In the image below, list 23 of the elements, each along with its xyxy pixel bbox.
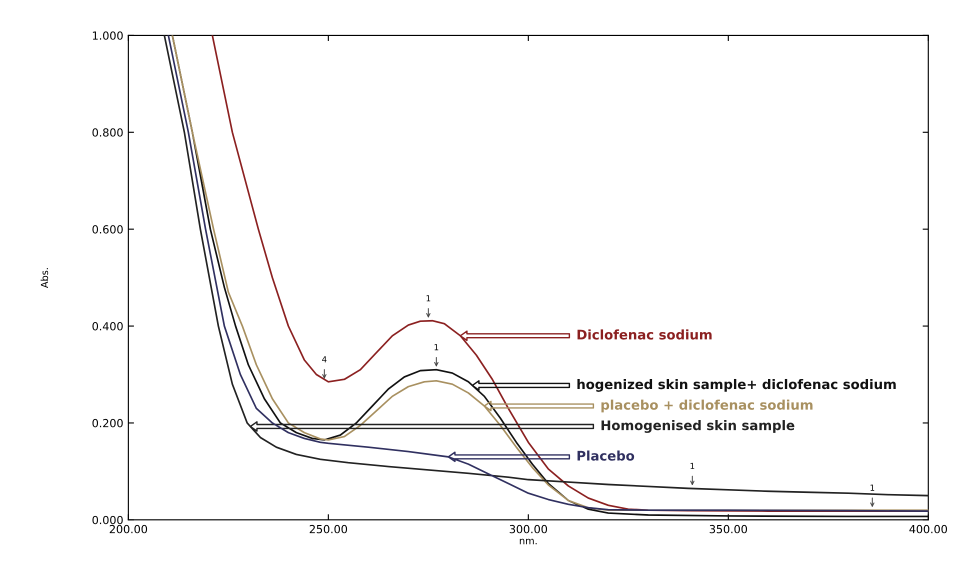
x-axis-title: nm.: [520, 538, 537, 544]
x-tick-label: 350.00: [710, 524, 748, 534]
y-tick-label: 0.000: [92, 516, 123, 524]
annotation: 1: [870, 484, 874, 491]
x-tick-label: 250.00: [310, 524, 348, 534]
y-tick-label: 0.400: [92, 322, 123, 330]
annotation: 1: [426, 295, 430, 302]
annotation: 1: [434, 344, 438, 350]
text: placebo + diclofenac sodium: [601, 400, 812, 412]
text: Diclofenac sodium: [578, 329, 712, 340]
x-tick-label: 200.00: [110, 524, 148, 534]
y-tick-label: 0.200: [92, 418, 123, 428]
y-axis-title: Abs.: [40, 268, 48, 288]
x-tick-label: 300.00: [510, 524, 548, 534]
y-tick-label: 0.800: [92, 128, 123, 137]
x-tick-label: 400.00: [909, 524, 948, 534]
y-tick-label: 1.000: [92, 31, 123, 40]
y-tick-label: 0.600: [92, 225, 123, 234]
annotation: 1: [690, 462, 694, 469]
annotation: 4: [322, 356, 327, 362]
text: Homogenised skin sample: [602, 420, 794, 433]
text: hogenized skin sample+ diclofenac sodium: [577, 378, 896, 392]
text: Placebo: [578, 450, 634, 461]
